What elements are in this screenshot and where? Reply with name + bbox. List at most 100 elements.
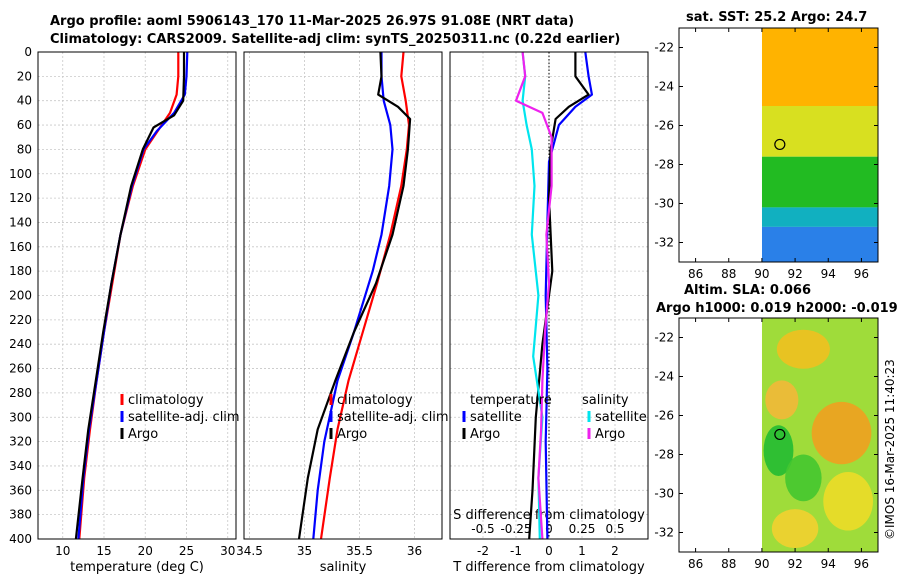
temperature-argo-line — [528, 52, 590, 540]
s-tick-label: -0.5 — [471, 522, 494, 536]
salinity-panel: 34.5 35 35.5 36 salinity climatology satellite… — [236, 51, 449, 575]
sst-band — [761, 28, 878, 106]
map-x-tick-label: 96 — [854, 267, 869, 281]
map-x-tick-label: 96 — [854, 557, 869, 571]
x-tick-label: 0 — [545, 544, 553, 558]
map-y-tick-label: -22 — [654, 331, 674, 345]
sla-anomaly — [771, 509, 819, 549]
depth-tick-label: 160 — [9, 240, 32, 254]
map-x-tick-label: 92 — [787, 557, 802, 571]
sla-map-title-line1: Altim. SLA: 0.066 — [684, 283, 811, 298]
depth-tick-label: 20 — [17, 69, 32, 83]
x-tick-label: 34.5 — [236, 544, 263, 558]
map-x-tick-label: 92 — [787, 267, 802, 281]
map-x-tick-label: 86 — [688, 557, 703, 571]
depth-tick-label: 100 — [9, 167, 32, 181]
legend-header: temperature — [470, 393, 552, 408]
x-tick-label: 20 — [138, 544, 153, 558]
sst-band — [761, 226, 878, 262]
temperature-panel: 0 20 40 60 80 100 120 140 160 180 200 220 240 260 280 3… — [9, 45, 240, 575]
s-tick-label: 0.25 — [569, 522, 596, 536]
depth-tick-label: 360 — [9, 483, 32, 497]
depth-tick-label: 60 — [17, 118, 32, 132]
depth-tick-label: 40 — [17, 94, 32, 108]
map-data-field — [761, 28, 878, 262]
sst-band — [761, 156, 878, 208]
sla-anomaly — [823, 472, 874, 531]
sst-map-title: sat. SST: 25.2 Argo: 24.7 — [686, 10, 868, 25]
map-y-tick-label: -22 — [654, 41, 674, 55]
figure-title-line1: Argo profile: aoml 5906143_170 11-Mar-20… — [50, 14, 575, 29]
map-y-tick-label: -28 — [654, 158, 674, 172]
map-x-tick-label: 94 — [821, 267, 836, 281]
depth-tick-label: 80 — [17, 142, 32, 156]
depth-tick-label: 320 — [9, 435, 32, 449]
sla-map-title-line2: Argo h1000: 0.019 h2000: -0.019 — [656, 301, 898, 316]
map-x-tick-label: 88 — [721, 267, 736, 281]
legend-label: climatology — [337, 393, 413, 408]
map-y-tick-label: -30 — [654, 197, 674, 211]
legend-label: satellite-adj. clim — [337, 410, 449, 425]
depth-tick-label: 120 — [9, 191, 32, 205]
map-data-field — [761, 318, 878, 552]
depth-tick-label: 300 — [9, 410, 32, 424]
x-tick-label: 30 — [220, 544, 235, 558]
depth-tick-label: 140 — [9, 215, 32, 229]
map-y-tick-label: -24 — [654, 370, 674, 384]
map-y-tick-label: -26 — [654, 119, 674, 133]
depth-tick-label: 0 — [24, 45, 32, 59]
salinity-argo-line — [514, 51, 553, 540]
sla-anomaly — [785, 454, 822, 502]
legend-label: Argo — [337, 427, 367, 442]
x-axis-label: salinity — [320, 560, 367, 575]
depth-tick-label: 240 — [9, 337, 32, 351]
map-y-tick-label: -32 — [654, 526, 674, 540]
x-tick-label: 36 — [407, 544, 422, 558]
satellite-adj-clim-line — [312, 52, 394, 540]
climatology-line — [319, 51, 411, 540]
x-tick-label: -1 — [510, 544, 522, 558]
argo-location-marker — [774, 428, 786, 441]
x-axis-label: temperature (deg C) — [70, 560, 204, 575]
depth-tick-label: 340 — [9, 459, 32, 473]
map-x-tick-label: 88 — [721, 557, 736, 571]
map-y-tick-label: -32 — [654, 236, 674, 250]
sst-map: 86 88 90 92 94 96 -22 -24 -26 -28 -30 -32 — [654, 27, 879, 281]
x-axis-label: T difference from climatology — [452, 560, 645, 575]
x-tick-label: 2 — [611, 544, 619, 558]
sst-band — [761, 207, 878, 227]
legend-label: Argo — [595, 427, 625, 442]
difference-panel: -2 -1 0 1 2 T difference from climatology -0.5… — [449, 51, 649, 575]
depth-tick-label: 260 — [9, 362, 32, 376]
map-x-tick-label: 86 — [688, 267, 703, 281]
legend-label: satellite — [595, 410, 647, 425]
s-tick-label: 0 — [545, 522, 553, 536]
depth-tick-label: 220 — [9, 313, 32, 327]
depth-tick-label: 380 — [9, 508, 32, 522]
x-tick-label: 1 — [578, 544, 586, 558]
x-tick-label: 15 — [96, 544, 111, 558]
map-frame — [678, 317, 879, 553]
sla-anomaly — [763, 425, 794, 476]
legend-label: climatology — [128, 393, 204, 408]
map-frame — [678, 27, 879, 263]
sla-anomaly — [811, 401, 872, 465]
panel-frame — [37, 51, 237, 540]
map-y-tick-label: -28 — [654, 448, 674, 462]
x-tick-label: 25 — [179, 544, 194, 558]
s-axis-label: S difference from climatology — [453, 508, 645, 523]
map-y-tick-label: -24 — [654, 80, 674, 94]
legend-label: Argo — [470, 427, 500, 442]
argo-line — [297, 51, 412, 540]
depth-tick-label: 280 — [9, 386, 32, 400]
argo-location-marker — [774, 138, 786, 151]
figure-title-line2: Climatology: CARS2009. Satellite-adj cli… — [50, 32, 621, 47]
x-tick-label: 10 — [55, 544, 70, 558]
s-tick-label: 0.5 — [605, 522, 624, 536]
x-tick-label: 35 — [297, 544, 312, 558]
panel-frame — [449, 51, 649, 540]
map-y-tick-label: -26 — [654, 409, 674, 423]
map-x-tick-label: 90 — [754, 557, 769, 571]
sst-band — [761, 106, 878, 157]
